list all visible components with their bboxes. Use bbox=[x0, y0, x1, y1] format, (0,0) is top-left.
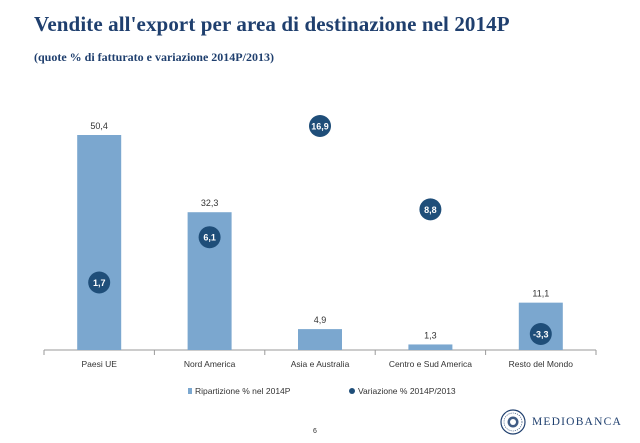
page-subtitle: (quote % di fatturato e variazione 2014P… bbox=[34, 50, 274, 64]
mediobanca-logo: MEDIOBANCA bbox=[500, 409, 622, 435]
variation-marker bbox=[309, 115, 331, 137]
variation-value-label: 8,8 bbox=[424, 205, 437, 215]
seal-icon bbox=[500, 409, 526, 435]
bar bbox=[77, 135, 122, 350]
legend-label-markers: Variazione % 2014P/2013 bbox=[358, 386, 456, 396]
bar-value-label: 4,9 bbox=[314, 315, 327, 325]
legend-swatch-markers bbox=[349, 388, 355, 394]
variation-value-label: 1,7 bbox=[93, 278, 106, 288]
logo-text: MEDIOBANCA bbox=[532, 416, 622, 428]
variation-value-label: 16,9 bbox=[311, 122, 329, 132]
legend-swatch-bars bbox=[188, 388, 192, 394]
variation-value-label: -3,3 bbox=[533, 329, 549, 339]
category-label: Resto del Mondo bbox=[509, 359, 574, 369]
legend-label-bars: Ripartizione % nel 2014P bbox=[195, 386, 291, 396]
bar bbox=[408, 344, 453, 350]
category-label: Centro e Sud America bbox=[389, 359, 472, 369]
variation-marker bbox=[198, 226, 221, 249]
page-number: 6 bbox=[313, 428, 317, 435]
category-label: Nord America bbox=[184, 359, 236, 369]
variation-marker bbox=[88, 271, 111, 294]
bar-value-label: 50,4 bbox=[90, 121, 108, 131]
bar-value-label: 1,3 bbox=[424, 330, 437, 340]
category-label: Paesi UE bbox=[81, 359, 117, 369]
variation-marker bbox=[419, 198, 442, 221]
bar bbox=[298, 329, 342, 350]
category-label: Asia e Australia bbox=[291, 359, 350, 369]
page-title: Vendite all'export per area di destinazi… bbox=[34, 12, 510, 36]
bar-value-label: 11,1 bbox=[532, 289, 549, 299]
bar-value-label: 32,3 bbox=[201, 198, 219, 208]
variation-marker bbox=[529, 322, 552, 345]
variation-value-label: 6,1 bbox=[203, 233, 216, 243]
